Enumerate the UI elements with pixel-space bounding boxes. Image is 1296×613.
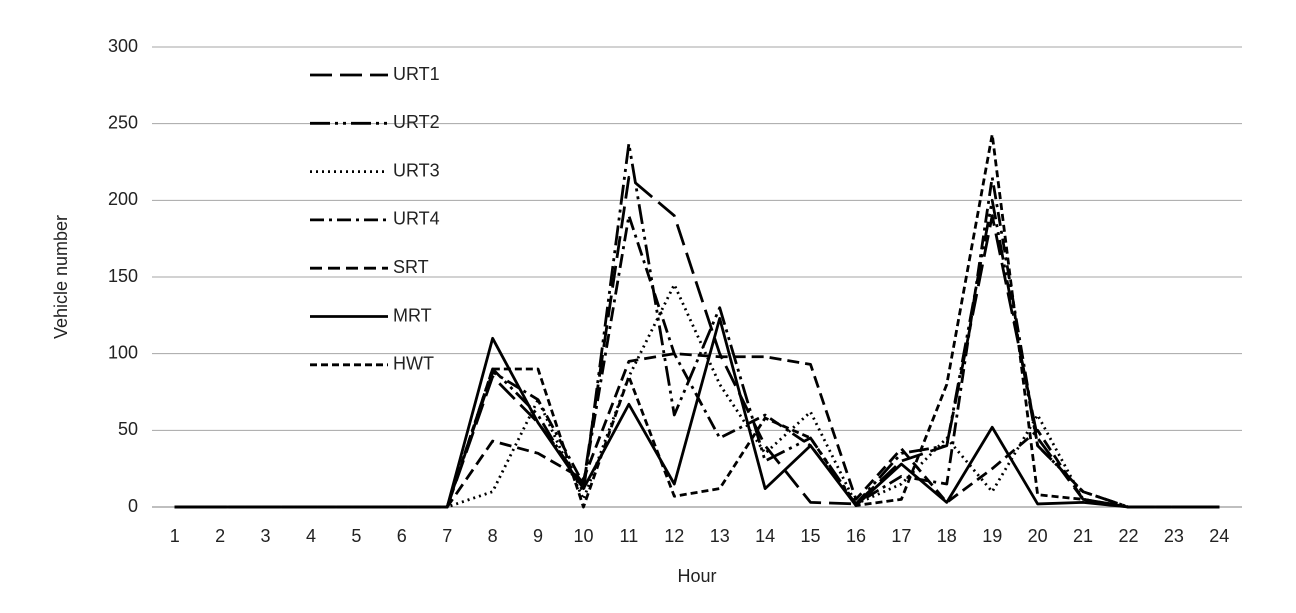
y-tick-label: 300 <box>108 36 138 56</box>
x-tick-label: 14 <box>755 526 775 546</box>
x-tick-label: 1 <box>170 526 180 546</box>
x-tick-label: 10 <box>573 526 593 546</box>
x-tick-label: 21 <box>1073 526 1093 546</box>
series-line <box>174 317 1220 509</box>
series-line <box>174 352 1220 509</box>
y-axis-title: Vehicle number <box>51 215 71 339</box>
legend-label: MRT <box>393 305 432 325</box>
x-tick-label: 23 <box>1164 526 1184 546</box>
x-tick-label: 12 <box>664 526 684 546</box>
x-tick-label: 24 <box>1209 526 1229 546</box>
x-axis-title: Hour <box>677 566 716 586</box>
series-line <box>174 133 1220 509</box>
legend-label: SRT <box>393 257 429 277</box>
x-tick-label: 18 <box>937 526 957 546</box>
x-tick-label: 6 <box>397 526 407 546</box>
y-tick-label: 0 <box>128 496 138 516</box>
x-tick-label: 22 <box>1118 526 1138 546</box>
x-tick-label: 13 <box>710 526 730 546</box>
y-tick-label: 50 <box>118 419 138 439</box>
legend-label: URT3 <box>393 160 440 180</box>
y-tick-label: 250 <box>108 112 138 132</box>
x-tick-label: 4 <box>306 526 316 546</box>
x-tick-label: 5 <box>351 526 361 546</box>
x-tick-label: 9 <box>533 526 543 546</box>
y-tick-label: 150 <box>108 266 138 286</box>
legend-label: URT4 <box>393 209 440 229</box>
y-tick-label: 200 <box>108 189 138 209</box>
legend-label: URT1 <box>393 64 440 84</box>
x-tick-label: 20 <box>1028 526 1048 546</box>
legend-label: URT2 <box>393 112 440 132</box>
x-tick-label: 7 <box>442 526 452 546</box>
legend-label: HWT <box>393 354 434 374</box>
series-line <box>174 175 1220 509</box>
series-line <box>174 142 1220 509</box>
x-tick-label: 19 <box>982 526 1002 546</box>
x-tick-label: 16 <box>846 526 866 546</box>
x-tick-label: 2 <box>215 526 225 546</box>
x-tick-label: 17 <box>891 526 911 546</box>
x-tick-label: 15 <box>801 526 821 546</box>
x-tick-label: 3 <box>261 526 271 546</box>
series-line <box>174 175 1220 509</box>
x-tick-label: 8 <box>488 526 498 546</box>
x-tick-label: 11 <box>620 526 639 546</box>
y-tick-label: 100 <box>108 342 138 362</box>
